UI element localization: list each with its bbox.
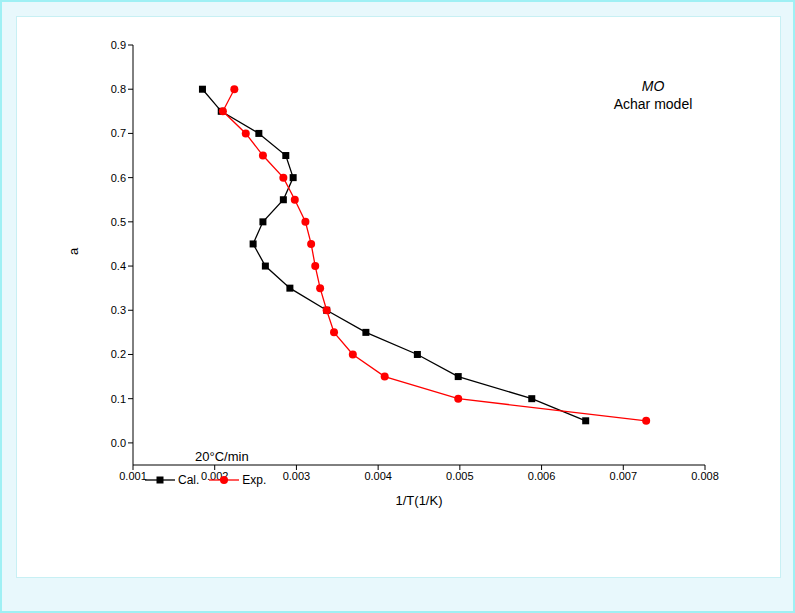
svg-text:1/T(1/K): 1/T(1/K) [396,493,443,508]
svg-text:0.1: 0.1 [111,393,126,405]
svg-text:0.9: 0.9 [111,39,126,51]
svg-text:0.5: 0.5 [111,216,126,228]
svg-text:0.004: 0.004 [364,470,392,482]
html-text:Achar model: Achar model [613,96,693,112]
svg-text:0.002: 0.002 [200,469,229,482]
svg-text:0.6: 0.6 [111,172,126,184]
svg-text:a: a [66,247,81,255]
html-text:Cal.: Cal. [178,473,200,487]
html-text:Exp.: Exp. [242,473,267,487]
svg-text:0.8: 0.8 [111,83,126,95]
svg-text:0.0: 0.0 [111,437,126,449]
svg-text:0.006: 0.006 [528,470,556,482]
svg-text:0.4: 0.4 [111,260,126,272]
svg-text:0.2: 0.2 [111,348,126,360]
svg-text:0.003: 0.003 [283,470,311,482]
html-text:MO: MO [641,78,665,94]
svg-text:0.001: 0.001 [119,470,147,482]
svg-text:0.7: 0.7 [111,127,126,139]
svg-text:0.3: 0.3 [111,304,126,316]
html-text:20°C/min: 20°C/min [195,449,249,464]
svg-text:0.008: 0.008 [691,470,719,482]
svg-text:0.007: 0.007 [610,470,638,482]
svg-text:0.005: 0.005 [446,470,474,482]
